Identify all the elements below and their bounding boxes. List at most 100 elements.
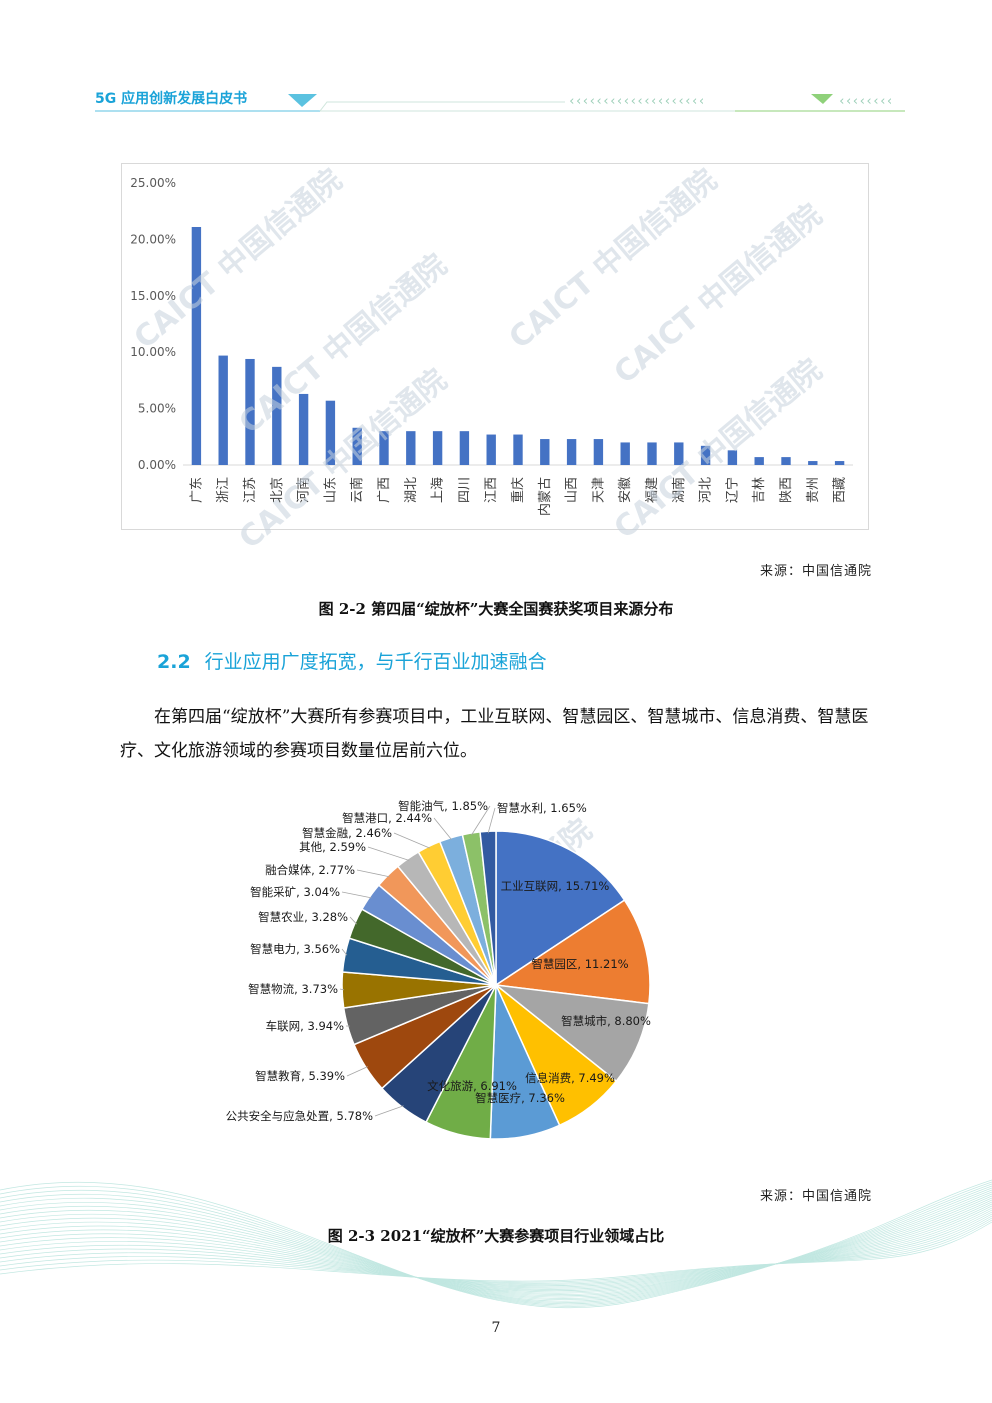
bar bbox=[191, 226, 202, 465]
bar bbox=[834, 461, 845, 465]
x-tick-label: 浙江 bbox=[216, 477, 231, 503]
wave-line bbox=[0, 1191, 992, 1301]
wave-line bbox=[0, 1185, 992, 1305]
y-tick-label: 15.00% bbox=[130, 289, 176, 303]
y-tick-label: 5.00% bbox=[138, 402, 176, 416]
pie-label: 智慧物流, 3.73% bbox=[248, 982, 338, 996]
x-tick-label: 内蒙古 bbox=[537, 477, 553, 516]
figure1-source: 来源：中国信通院 bbox=[759, 564, 872, 579]
bar bbox=[406, 431, 416, 465]
wave-line bbox=[0, 1203, 992, 1293]
wave-line bbox=[0, 1189, 992, 1302]
y-tick-label: 20.00% bbox=[130, 232, 176, 246]
pie-leader-line bbox=[339, 988, 345, 991]
wave-line bbox=[0, 1187, 992, 1303]
y-tick-label: 0.00% bbox=[138, 458, 176, 472]
pie-leader-line bbox=[471, 805, 491, 836]
pie-label: 智慧港口, 2.44% bbox=[342, 811, 432, 825]
x-tick-label: 山西 bbox=[565, 477, 580, 503]
pie-label: 信息消费, 7.49% bbox=[525, 1071, 615, 1085]
x-tick-label: 上海 bbox=[431, 477, 446, 503]
pie-label: 融合媒体, 2.77% bbox=[265, 863, 355, 877]
bar bbox=[700, 445, 711, 465]
x-tick-label: 河北 bbox=[699, 477, 714, 503]
pie-label: 智慧水利, 1.65% bbox=[497, 801, 587, 815]
x-tick-label: 河南 bbox=[296, 477, 312, 503]
bar bbox=[620, 442, 630, 465]
section-number: 2.2 bbox=[157, 651, 191, 673]
pie-leader-line bbox=[374, 1105, 404, 1117]
figure2-source: 来源：中国信通院 bbox=[759, 1189, 872, 1204]
wave-line bbox=[0, 1195, 992, 1298]
header-title: 5G 应用创新发展白皮书 bbox=[95, 91, 248, 107]
bar bbox=[727, 450, 738, 465]
x-tick-label: 湖南 bbox=[671, 477, 687, 503]
bar bbox=[272, 366, 282, 465]
pie-slice bbox=[495, 830, 626, 987]
y-tick-label: 10.00% bbox=[130, 345, 176, 359]
bar bbox=[379, 431, 389, 465]
pie-leader-line bbox=[393, 832, 430, 849]
bar bbox=[298, 393, 309, 465]
pie-label: 车联网, 3.94% bbox=[266, 1019, 344, 1033]
background-waves bbox=[0, 1179, 992, 1309]
x-tick-label: 四川 bbox=[457, 477, 472, 503]
bar bbox=[540, 439, 550, 465]
pie-label: 工业互联网, 15.71% bbox=[501, 879, 610, 893]
bar bbox=[566, 439, 577, 465]
wave-line bbox=[0, 1215, 992, 1285]
bar bbox=[754, 457, 764, 465]
pie-leader-line bbox=[356, 869, 390, 878]
pie-slice bbox=[493, 983, 650, 1083]
wave-line bbox=[0, 1205, 992, 1292]
bar bbox=[674, 442, 684, 465]
y-tick-label: 25.00% bbox=[130, 176, 176, 190]
header-chevrons-left: ‹‹‹‹‹‹‹‹‹‹‹‹‹‹‹‹‹‹‹‹ bbox=[568, 94, 706, 109]
pie-leader-line bbox=[349, 916, 357, 925]
x-tick-label: 北京 bbox=[270, 477, 285, 503]
bar bbox=[218, 355, 228, 465]
wave-line bbox=[0, 1221, 992, 1282]
x-tick-label: 陕西 bbox=[779, 477, 794, 503]
pie-leader-line bbox=[487, 807, 496, 834]
pie-label: 公共安全与应急处置, 5.78% bbox=[226, 1109, 373, 1123]
bar bbox=[459, 431, 470, 465]
bar bbox=[432, 431, 443, 465]
wave-line bbox=[0, 1197, 992, 1297]
wave-line bbox=[0, 1179, 992, 1309]
pie-label: 智慧农业, 3.28% bbox=[258, 910, 348, 924]
wave-line bbox=[0, 1181, 992, 1307]
pie-label: 智慧电力, 3.56% bbox=[250, 942, 340, 956]
x-tick-label: 江西 bbox=[484, 477, 499, 503]
wave-line bbox=[0, 1183, 992, 1306]
pie-label: 智慧城市, 8.80% bbox=[561, 1014, 651, 1028]
wave-line bbox=[0, 1201, 992, 1294]
wave-line bbox=[0, 1211, 992, 1288]
x-tick-label: 山东 bbox=[323, 477, 338, 503]
pie-label: 文化旅游, 6.91% bbox=[427, 1079, 517, 1093]
pie-label: 智能采矿, 3.04% bbox=[250, 885, 340, 899]
figure1-caption: 图 2-2 第四届“绽放杯”大赛全国赛获奖项目来源分布 bbox=[318, 600, 674, 618]
x-tick-label: 广东 bbox=[189, 477, 204, 503]
x-tick-label: 云南 bbox=[349, 477, 365, 503]
wave-line bbox=[0, 1199, 992, 1295]
bar bbox=[325, 400, 336, 465]
x-tick-label: 重庆 bbox=[510, 477, 526, 503]
wave-line bbox=[0, 1209, 992, 1289]
pie-leader-line bbox=[433, 817, 452, 840]
bar-chart: 0.00% 5.00% 10.00% 15.00% 20.00% 25.00% 广东 浙江 江… bbox=[130, 176, 853, 516]
wave-line bbox=[0, 1219, 992, 1283]
bar bbox=[486, 434, 496, 465]
pie-slice bbox=[479, 830, 497, 986]
body-paragraph: 在第四届“绽放杯”大赛所有参赛项目中，工业互联网、智慧园区、智慧城市、信息消费、… bbox=[120, 707, 869, 761]
pie-label: 智慧医疗, 7.36% bbox=[475, 1091, 565, 1105]
x-tick-label: 辽宁 bbox=[724, 477, 740, 503]
wave-line bbox=[0, 1213, 992, 1287]
header-decoration bbox=[95, 94, 905, 112]
figure2-caption: 图 2-3 2021“绽放杯”大赛参赛项目行业领域占比 bbox=[327, 1227, 665, 1245]
x-tick-label: 湖北 bbox=[404, 477, 419, 503]
x-tick-label: 天津 bbox=[591, 477, 606, 503]
pie-chart: 工业互联网, 15.71% 智慧园区, 11.21% 智慧城市, 8.80% 信息消费… bbox=[226, 799, 651, 1140]
pie-label: 其他, 2.59% bbox=[299, 840, 366, 854]
bar bbox=[352, 427, 362, 465]
